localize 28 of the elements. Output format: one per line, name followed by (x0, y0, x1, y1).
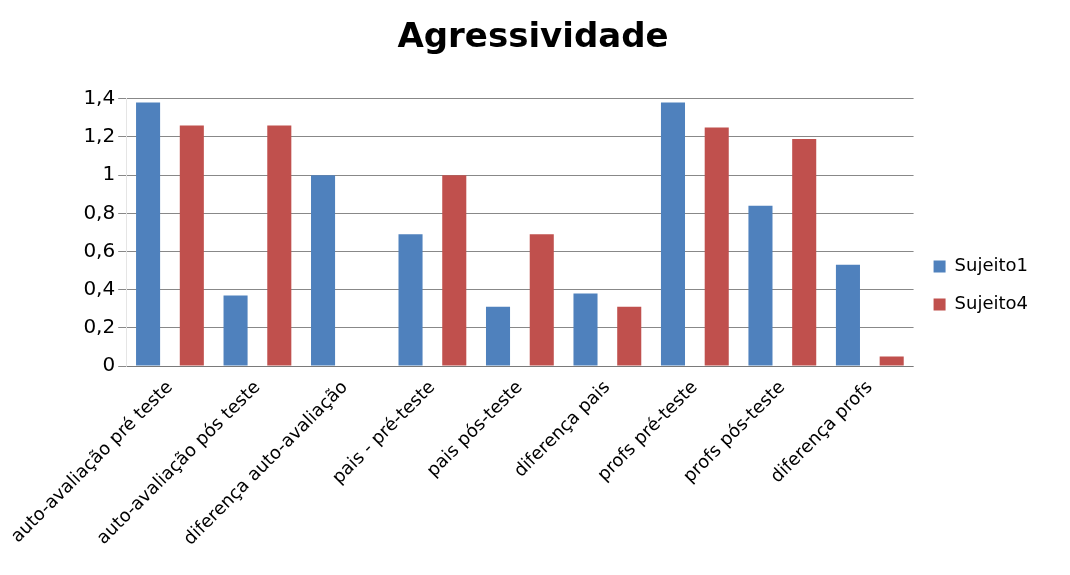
y-tick-label: 0,2 (83, 314, 116, 339)
bar (748, 205, 773, 366)
bar (792, 138, 817, 366)
bar (179, 125, 204, 366)
y-tick-label: 0 (102, 352, 116, 377)
bar (835, 264, 860, 366)
legend-label: Sujeito4 (954, 292, 1028, 314)
bar (485, 306, 511, 366)
legend-label: Sujeito1 (954, 254, 1028, 276)
bar (223, 295, 248, 366)
y-tick-label: 0,4 (83, 275, 116, 300)
bar (398, 234, 423, 366)
y-tick-label: 1 (102, 161, 116, 186)
bar (136, 102, 161, 366)
bar (442, 175, 467, 366)
chart-title: Agressividade (397, 15, 669, 56)
bar (267, 125, 292, 366)
y-tick-label: 0,8 (83, 199, 116, 224)
y-tick-label: 1,4 (83, 85, 116, 109)
bar (529, 234, 554, 366)
bar (617, 306, 642, 366)
y-tick-label: 0,6 (83, 237, 116, 262)
y-tick-label: 1,2 (83, 123, 116, 148)
bar (573, 293, 598, 366)
bar (704, 127, 729, 366)
bar (879, 356, 904, 366)
bar (660, 102, 686, 366)
bar (311, 175, 336, 366)
